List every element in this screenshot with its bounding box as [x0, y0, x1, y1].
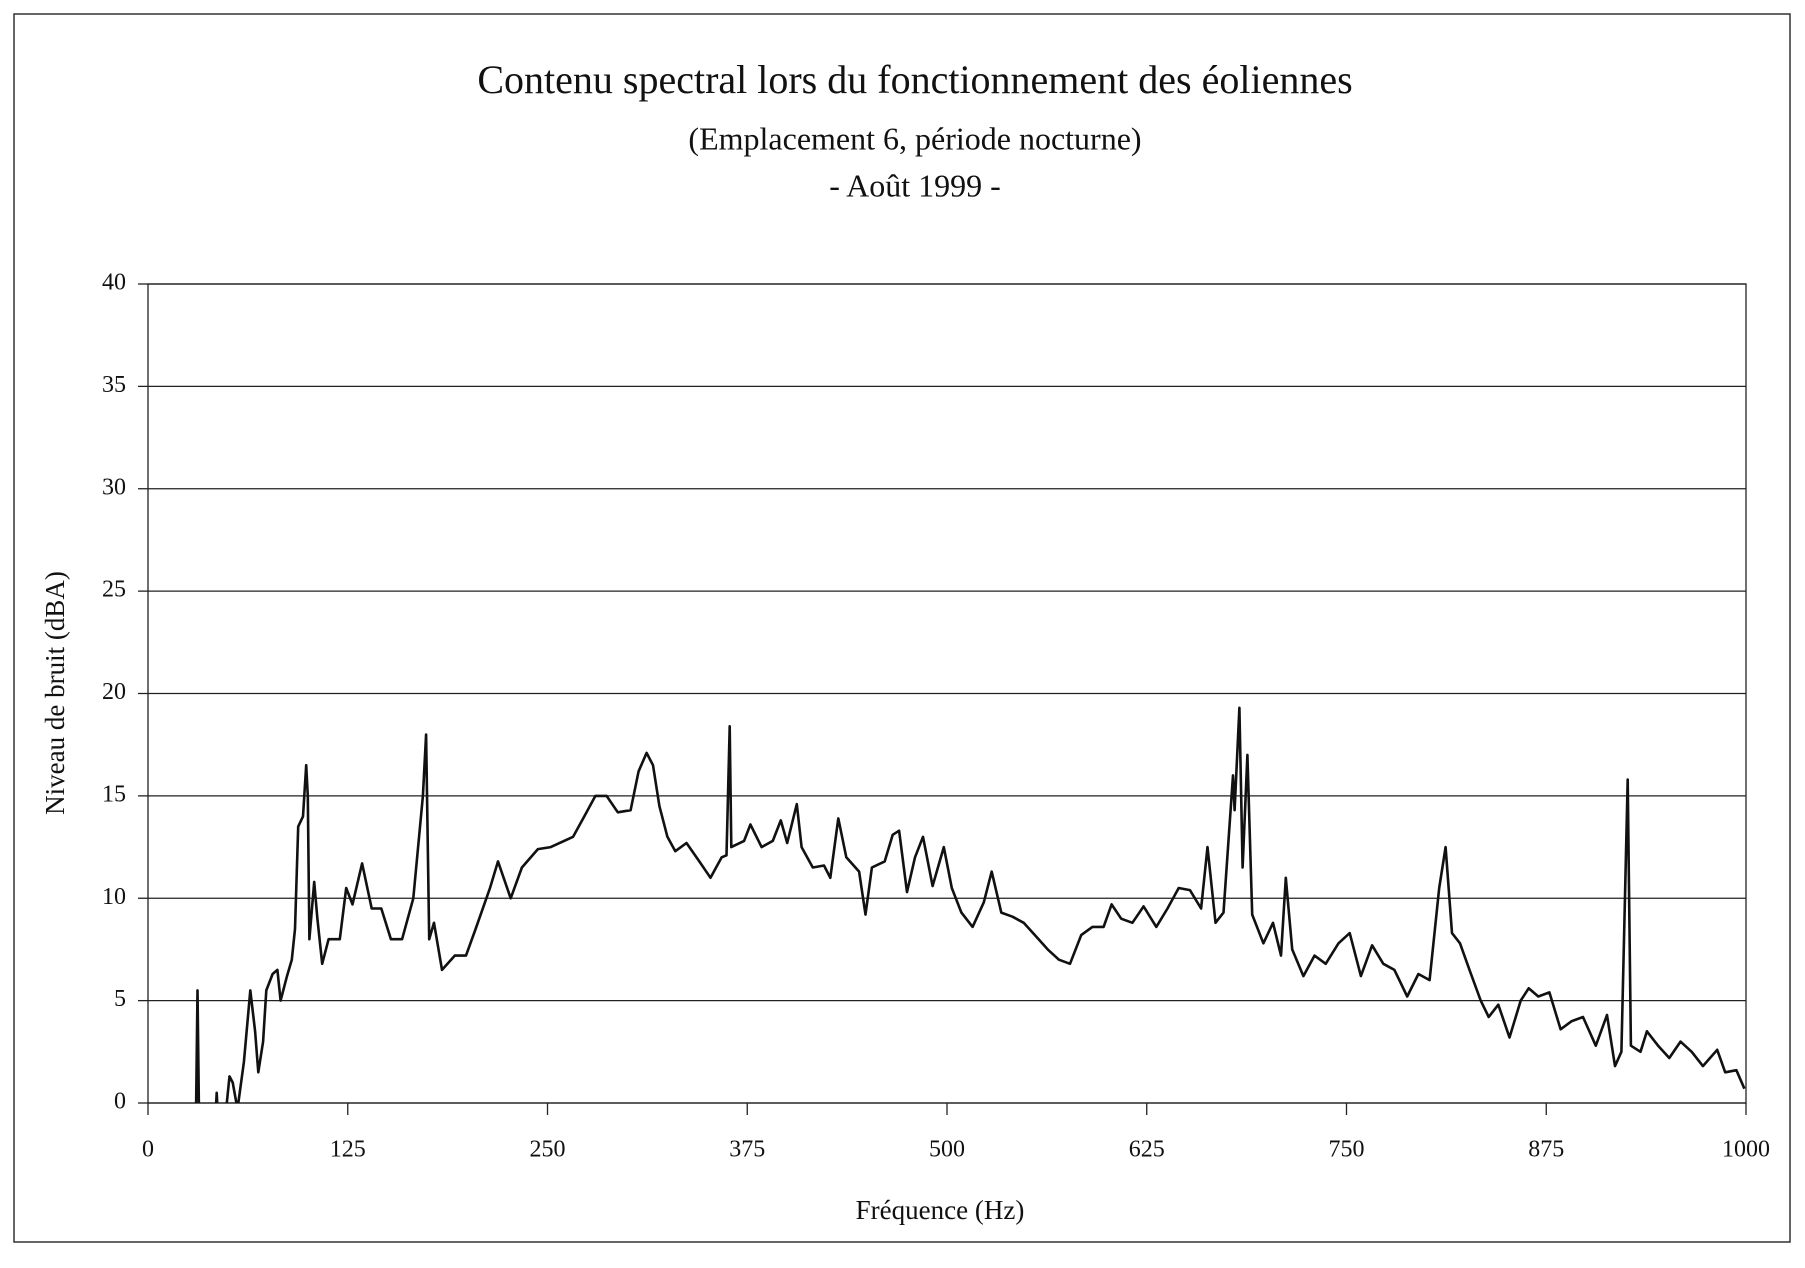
chart-subtitle: - Août 1999 - [829, 167, 1001, 203]
x-tick-label: 250 [530, 1137, 566, 1163]
y-tick-label: 20 [102, 679, 126, 705]
y-tick-label: 0 [114, 1089, 126, 1115]
y-tick-label: 10 [102, 884, 126, 910]
y-tick-label: 5 [114, 986, 126, 1012]
x-tick-label: 0 [142, 1137, 154, 1163]
y-tick-label: 25 [102, 577, 126, 603]
chart-title: Contenu spectral lors du fonctionnement … [477, 57, 1352, 102]
x-axis-label: Fréquence (Hz) [856, 1195, 1025, 1225]
page-frame [13, 13, 1791, 1243]
y-tick-label: 40 [102, 270, 126, 296]
chart-subtitle: (Emplacement 6, période nocturne) [688, 120, 1141, 156]
x-tick-label: 625 [1129, 1137, 1165, 1163]
y-tick-label: 35 [102, 372, 126, 398]
x-tick-label: 375 [729, 1137, 765, 1163]
x-tick-label: 500 [929, 1137, 965, 1163]
series-line [194, 706, 1746, 1103]
x-tick-label: 750 [1329, 1137, 1365, 1163]
y-tick-label: 15 [102, 781, 126, 807]
y-tick-label: 30 [102, 474, 126, 500]
x-tick-label: 1000 [1722, 1137, 1770, 1163]
y-axis-label: Niveau de bruit (dBA) [40, 571, 70, 815]
x-tick-label: 125 [330, 1137, 366, 1163]
x-tick-label: 875 [1528, 1137, 1564, 1163]
